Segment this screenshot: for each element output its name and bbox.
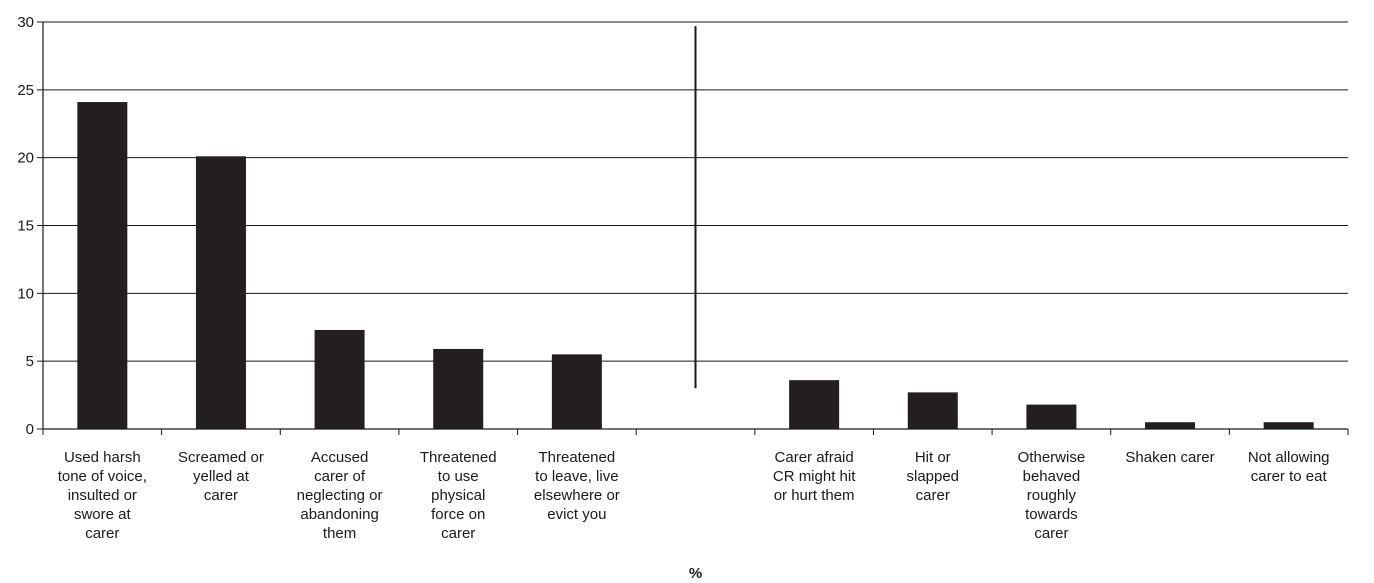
y-tick-label: 20 [17, 150, 34, 167]
x-category-label: Shaken carer [1125, 449, 1214, 466]
bar [195, 156, 246, 429]
x-category-label: Threatened to use physical force on carer [420, 449, 497, 542]
bar [789, 380, 840, 429]
bar [551, 354, 602, 429]
x-axis-title: % [689, 565, 702, 582]
y-tick-label: 10 [17, 285, 34, 302]
x-category-label: Screamed or yelled at carer [178, 449, 264, 504]
bar [314, 329, 365, 429]
bar [1026, 404, 1077, 429]
y-tick-label: 0 [26, 421, 34, 438]
y-tick-labels: 0 5 10 15 20 25 30 [17, 14, 34, 438]
bar [1145, 422, 1196, 429]
y-tick-label: 15 [17, 218, 34, 235]
x-category-label: Used harsh tone of voice, insulted or swore… [58, 449, 147, 542]
bar [1263, 422, 1314, 429]
bar [907, 392, 958, 429]
y-tick-label: 5 [26, 353, 34, 370]
x-category-label: Not allowing carer to eat [1248, 449, 1330, 485]
x-category-label: Hit or slapped carer [906, 449, 959, 504]
category-labels: Used harsh tone of voice, insulted or swore… [58, 449, 1330, 542]
axes [42, 22, 1349, 435]
y-tick-label: 30 [17, 14, 34, 31]
bar [77, 102, 128, 429]
y-tick-label: 25 [17, 82, 34, 99]
x-category-label: Accused carer of neglecting or abandoning th… [297, 449, 383, 542]
x-category-label: Threatened to leave, live elsewhere or evic… [534, 449, 620, 523]
bars [77, 102, 1314, 429]
x-category-label: Carer afraid CR might hit or hurt them [773, 449, 856, 504]
x-category-label: Otherwise behaved roughly towards carer [1018, 449, 1086, 542]
bar [433, 348, 484, 429]
